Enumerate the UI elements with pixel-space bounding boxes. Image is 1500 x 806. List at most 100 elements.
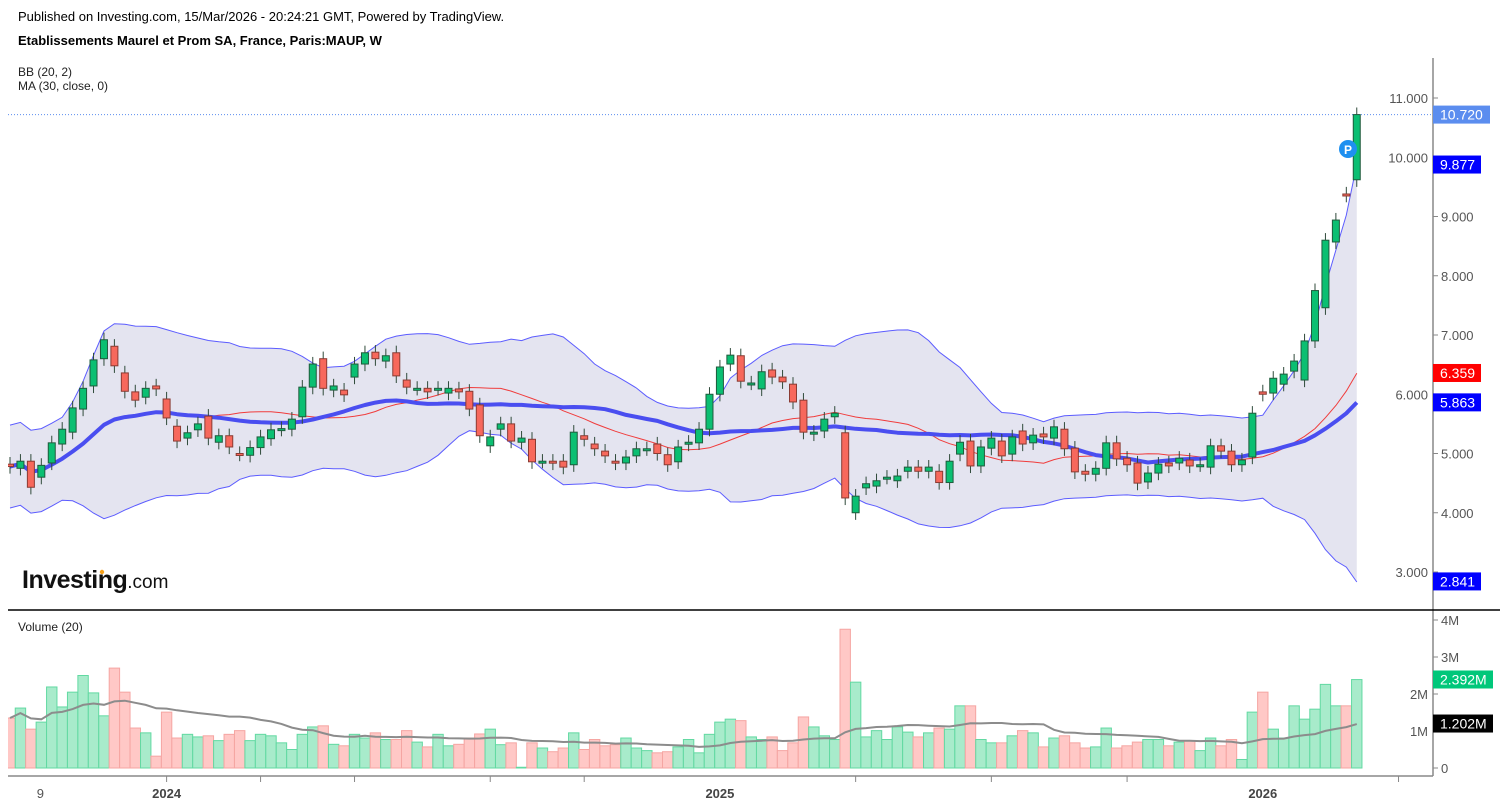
- candle[interactable]: [58, 422, 67, 452]
- candle[interactable]: [1143, 465, 1152, 490]
- candle[interactable]: [757, 364, 766, 397]
- candle[interactable]: [872, 473, 881, 494]
- candle[interactable]: [1342, 186, 1351, 203]
- candle[interactable]: [736, 348, 745, 389]
- candle[interactable]: [47, 435, 56, 471]
- candle[interactable]: [997, 433, 1006, 463]
- candle[interactable]: [611, 454, 620, 471]
- candle[interactable]: [1227, 444, 1236, 472]
- candle[interactable]: [987, 430, 996, 456]
- candle[interactable]: [1102, 435, 1111, 476]
- candle[interactable]: [214, 428, 223, 450]
- candle[interactable]: [966, 433, 975, 474]
- candle[interactable]: [747, 375, 756, 391]
- candle[interactable]: [862, 476, 871, 495]
- candle[interactable]: [1081, 464, 1090, 482]
- candle[interactable]: [99, 332, 108, 366]
- candle[interactable]: [434, 381, 443, 396]
- candle[interactable]: [340, 382, 349, 402]
- candle[interactable]: [642, 441, 651, 456]
- candle[interactable]: [590, 436, 599, 456]
- candle[interactable]: [1070, 441, 1079, 479]
- candle[interactable]: [1029, 428, 1038, 450]
- candle[interactable]: [976, 439, 985, 474]
- candle[interactable]: [841, 425, 850, 506]
- candle[interactable]: [486, 429, 495, 453]
- candle[interactable]: [726, 348, 735, 372]
- candle[interactable]: [580, 428, 589, 447]
- candle[interactable]: [402, 372, 411, 395]
- candle[interactable]: [413, 381, 422, 396]
- candle[interactable]: [956, 435, 965, 462]
- candle[interactable]: [1290, 353, 1299, 379]
- candle[interactable]: [653, 436, 662, 461]
- candle[interactable]: [1311, 283, 1319, 349]
- pivot-marker[interactable]: P: [1339, 140, 1357, 158]
- candle[interactable]: [1091, 461, 1100, 482]
- bb-indicator-label[interactable]: BB (20, 2): [18, 65, 73, 79]
- candle[interactable]: [809, 425, 818, 442]
- candle[interactable]: [350, 356, 359, 385]
- candle[interactable]: [1060, 422, 1069, 456]
- candle[interactable]: [246, 440, 255, 463]
- candle[interactable]: [141, 381, 150, 405]
- candle[interactable]: [1185, 452, 1194, 474]
- candle[interactable]: [68, 400, 77, 440]
- candle[interactable]: [601, 444, 610, 463]
- candle[interactable]: [632, 441, 641, 463]
- candle[interactable]: [496, 416, 505, 437]
- candle[interactable]: [1154, 457, 1163, 481]
- candle[interactable]: [465, 384, 474, 417]
- candle[interactable]: [882, 470, 891, 485]
- candle[interactable]: [1175, 451, 1184, 471]
- candle[interactable]: [935, 464, 944, 490]
- candle[interactable]: [789, 377, 797, 410]
- candle[interactable]: [924, 460, 933, 479]
- candle[interactable]: [507, 416, 516, 449]
- candle[interactable]: [7, 457, 14, 474]
- candle[interactable]: [152, 378, 161, 397]
- candle[interactable]: [89, 352, 98, 394]
- candle[interactable]: [319, 351, 328, 396]
- candle[interactable]: [621, 449, 630, 471]
- candle[interactable]: [1008, 429, 1017, 462]
- candle[interactable]: [173, 419, 182, 449]
- candle[interactable]: [559, 454, 568, 475]
- candle[interactable]: [162, 391, 171, 426]
- candle[interactable]: [1217, 438, 1226, 459]
- candle[interactable]: [914, 460, 923, 479]
- candle[interactable]: [528, 432, 536, 469]
- candle[interactable]: [1206, 438, 1215, 475]
- candle[interactable]: [569, 425, 578, 472]
- candle[interactable]: [256, 429, 265, 455]
- candle[interactable]: [1112, 435, 1121, 466]
- candle[interactable]: [204, 409, 213, 446]
- candle[interactable]: [360, 345, 369, 372]
- candle[interactable]: [1164, 455, 1173, 474]
- candle[interactable]: [1237, 452, 1246, 472]
- candle[interactable]: [131, 384, 140, 408]
- candle[interactable]: [79, 381, 88, 417]
- candle[interactable]: [298, 380, 307, 424]
- candle[interactable]: [287, 412, 296, 437]
- candle[interactable]: [454, 381, 463, 399]
- candle[interactable]: [1269, 371, 1278, 401]
- candle[interactable]: [538, 454, 547, 469]
- candle[interactable]: [381, 348, 390, 369]
- candle[interactable]: [1123, 451, 1132, 472]
- candle[interactable]: [1039, 426, 1048, 445]
- candle[interactable]: [1279, 366, 1288, 392]
- candle[interactable]: [1300, 333, 1309, 388]
- candle[interactable]: [695, 422, 704, 450]
- candle[interactable]: [799, 393, 808, 440]
- candle[interactable]: [517, 430, 526, 450]
- candle[interactable]: [193, 416, 202, 437]
- candle[interactable]: [26, 454, 35, 495]
- candle[interactable]: [830, 406, 839, 424]
- candle[interactable]: [1018, 423, 1027, 452]
- candle[interactable]: [225, 428, 234, 455]
- candle[interactable]: [674, 439, 683, 469]
- candle[interactable]: [329, 378, 338, 398]
- candle[interactable]: [903, 460, 912, 479]
